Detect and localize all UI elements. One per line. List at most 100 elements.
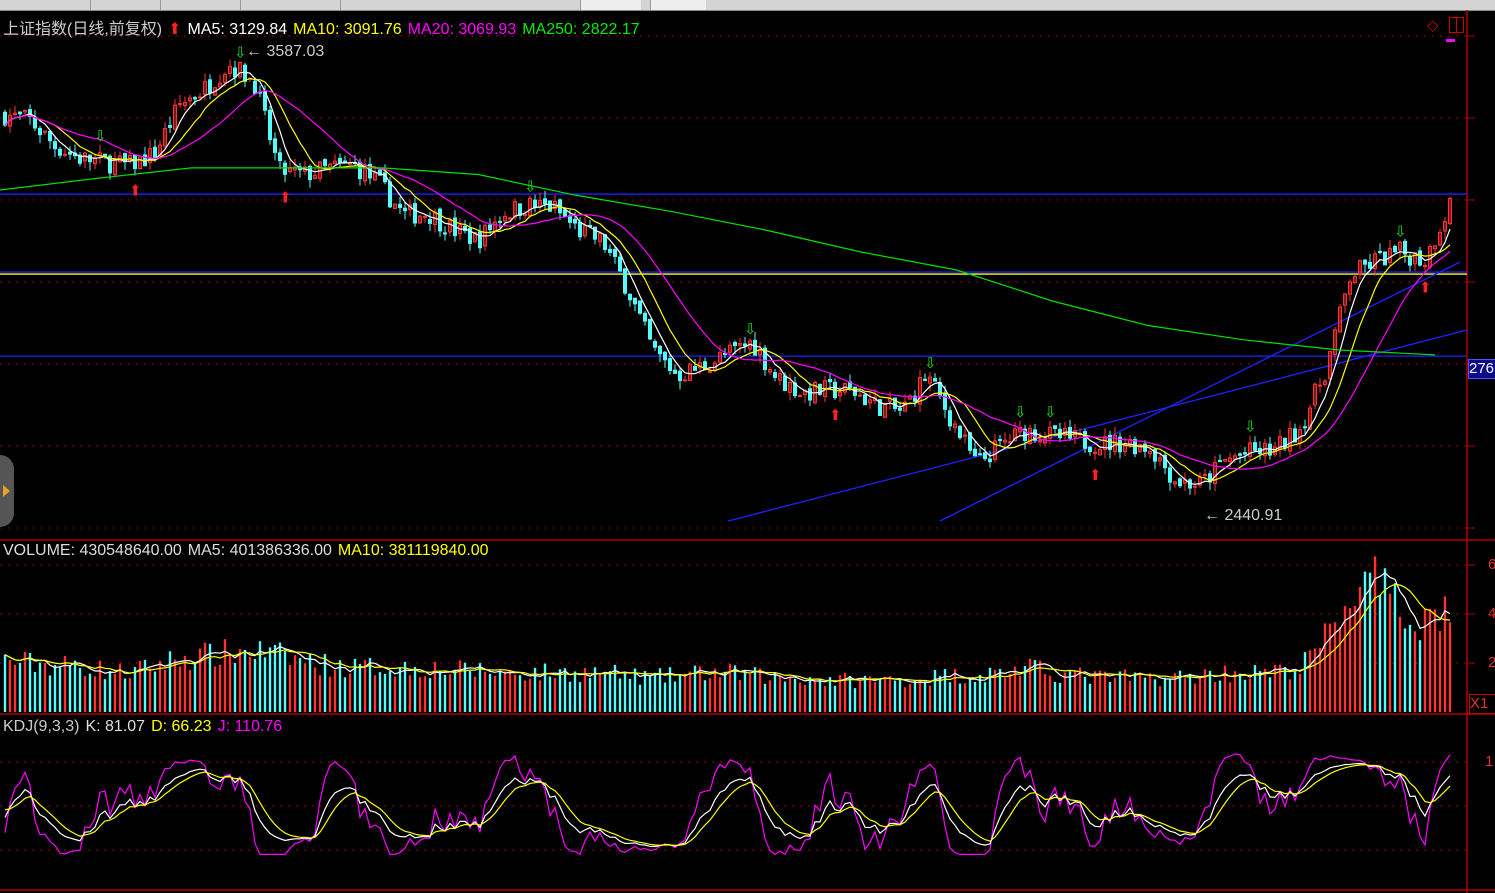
candle-body bbox=[868, 399, 872, 404]
layout-icon[interactable] bbox=[1449, 17, 1464, 33]
candle-body bbox=[228, 65, 232, 74]
candle-body bbox=[518, 203, 522, 216]
volume-bar bbox=[488, 673, 492, 712]
volume-bar bbox=[393, 676, 397, 712]
volume-bar bbox=[1248, 678, 1252, 712]
candle-body bbox=[1253, 442, 1257, 451]
volume-bar bbox=[678, 674, 682, 712]
expand-handle[interactable] bbox=[0, 455, 14, 527]
candle-body bbox=[563, 209, 567, 217]
volume-bar bbox=[613, 664, 617, 712]
buy-arrow-icon: ⬆ bbox=[279, 189, 292, 206]
volume-bar bbox=[318, 675, 322, 712]
candle-body bbox=[23, 109, 27, 113]
volume-bar bbox=[333, 669, 337, 712]
tab[interactable] bbox=[240, 0, 241, 10]
candle-body bbox=[38, 127, 42, 136]
volume-bar bbox=[603, 674, 607, 712]
volume-bar bbox=[1168, 678, 1172, 712]
volume-bar bbox=[553, 677, 557, 712]
candle-body bbox=[1153, 449, 1157, 462]
candle-body bbox=[1313, 383, 1317, 406]
candle-body bbox=[773, 372, 777, 378]
volume-bar bbox=[1013, 666, 1017, 712]
volume-bar bbox=[743, 670, 747, 712]
candle-body bbox=[663, 351, 667, 361]
tab[interactable] bbox=[580, 0, 641, 10]
volume-bar bbox=[103, 679, 107, 712]
diamond-icon[interactable]: ◇ bbox=[1427, 17, 1439, 34]
volume-bar bbox=[508, 670, 512, 712]
volume-bar bbox=[1338, 627, 1342, 712]
candle-body bbox=[603, 234, 607, 250]
tab[interactable] bbox=[90, 0, 91, 10]
candle-body bbox=[13, 112, 17, 115]
volume-legend: VOLUME: 430548640.00 MA5: 401386336.00 MA1… bbox=[3, 542, 495, 560]
candle-body bbox=[753, 339, 757, 356]
volume-bar bbox=[193, 662, 197, 712]
candle-body bbox=[1368, 261, 1372, 269]
tab[interactable] bbox=[160, 0, 161, 10]
volume-bar bbox=[243, 649, 247, 712]
volume-bar bbox=[1238, 673, 1242, 712]
volume-bar bbox=[768, 680, 772, 712]
volume-bar bbox=[33, 671, 37, 712]
volume-bar bbox=[503, 671, 507, 712]
candle-body bbox=[1048, 426, 1052, 439]
candle-body bbox=[798, 395, 802, 398]
candle-body bbox=[1138, 444, 1142, 452]
volume-bar bbox=[528, 678, 532, 712]
candle-body bbox=[1238, 453, 1242, 456]
volume-bar bbox=[1083, 676, 1087, 712]
candle-body bbox=[1103, 436, 1107, 450]
candle-body bbox=[988, 458, 992, 463]
candle-body bbox=[1378, 250, 1382, 253]
candle-body bbox=[923, 378, 927, 381]
volume-bar bbox=[963, 683, 967, 712]
volume-bar bbox=[888, 676, 892, 712]
candle-body bbox=[173, 104, 177, 130]
volume-bar bbox=[1118, 671, 1122, 712]
candle-body bbox=[808, 388, 812, 401]
volume-bar bbox=[1178, 670, 1182, 712]
candle-body bbox=[1433, 245, 1437, 250]
volume-bar bbox=[388, 671, 392, 712]
candle-body bbox=[648, 318, 652, 340]
candle-body bbox=[818, 383, 822, 395]
volume-bar bbox=[833, 685, 837, 712]
volume-bar bbox=[128, 678, 132, 712]
candle-body bbox=[1038, 439, 1042, 443]
volume-bar bbox=[1403, 628, 1407, 712]
candle-body bbox=[803, 389, 807, 396]
volume-bar bbox=[1148, 673, 1152, 712]
volume-bar bbox=[1193, 683, 1197, 712]
candle-body bbox=[593, 226, 597, 240]
candle-body bbox=[208, 79, 212, 94]
candle-body bbox=[838, 391, 842, 397]
ma20-line bbox=[4, 90, 1451, 470]
sell-arrow-icon: ⇩ bbox=[234, 44, 247, 61]
tab[interactable] bbox=[340, 0, 341, 10]
volume-bar bbox=[8, 659, 12, 712]
candle-body bbox=[33, 116, 37, 129]
candle-body bbox=[878, 399, 882, 417]
kdj-legend: KDJ(9,3,3) K: 81.07 D: 66.23 J: 110.76 bbox=[3, 718, 288, 736]
volume-bar bbox=[1218, 680, 1222, 712]
tab[interactable] bbox=[650, 0, 706, 10]
candle-body bbox=[608, 248, 612, 253]
volume-bar bbox=[633, 668, 637, 712]
volume-bar bbox=[1448, 622, 1452, 712]
volume-bar bbox=[983, 682, 987, 712]
candle-body bbox=[253, 80, 257, 95]
volume-bar bbox=[1173, 673, 1177, 712]
candle-body bbox=[668, 358, 672, 371]
ma10-line bbox=[4, 77, 1451, 482]
volume-bar bbox=[1328, 623, 1332, 712]
candle-body bbox=[473, 231, 477, 242]
volume-bar bbox=[228, 655, 232, 712]
volume-bar bbox=[578, 682, 582, 712]
volume-bar bbox=[1408, 624, 1412, 712]
volume-bar bbox=[853, 688, 857, 712]
volume-bar bbox=[1128, 680, 1132, 712]
